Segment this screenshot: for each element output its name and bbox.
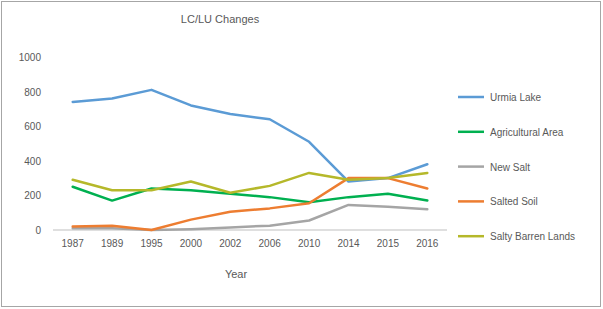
legend-label: Salty Barren Lands: [490, 231, 575, 242]
chart-title: LC/LU Changes: [181, 13, 260, 25]
y-tick-label: 200: [24, 190, 41, 201]
legend-swatch: [458, 200, 484, 203]
x-tick-label: 2010: [298, 238, 321, 249]
legend-label: Urmia Lake: [490, 92, 542, 103]
legend-label: New Salt: [490, 162, 530, 173]
plot-area: [73, 90, 428, 230]
legend-label: Salted Soil: [490, 196, 538, 207]
legend-label: Agricultural Area: [490, 127, 564, 138]
x-tick-label: 1995: [140, 238, 163, 249]
x-axis-line: [53, 230, 447, 231]
series-line: [73, 173, 428, 193]
y-tick-label: 1000: [19, 52, 42, 63]
x-tick-label: 2002: [219, 238, 242, 249]
legend-swatch: [458, 165, 484, 168]
x-tick-label: 2000: [180, 238, 203, 249]
legend-swatch: [458, 96, 484, 99]
chart-root: LC/LU Changes 0 200 400 600 800 1000 1987 1989 19…: [0, 0, 603, 309]
chart-frame: [2, 2, 601, 307]
legend-swatch: [458, 131, 484, 134]
y-tick-label: 800: [24, 87, 41, 98]
x-tick-label: 1987: [62, 238, 85, 249]
x-axis-label: Year: [225, 268, 248, 280]
x-tick-label: 2006: [259, 238, 282, 249]
y-tick-label: 0: [35, 225, 41, 236]
x-tick-label: 2015: [377, 238, 400, 249]
x-tick-label: 1989: [101, 238, 124, 249]
legend-swatch: [458, 235, 484, 238]
x-tick-label: 2014: [337, 238, 360, 249]
chart-svg: LC/LU Changes 0 200 400 600 800 1000 1987 1989 19…: [0, 0, 603, 309]
x-tick-label: 2016: [416, 238, 439, 249]
y-tick-label: 600: [24, 121, 41, 132]
series-line: [73, 178, 428, 230]
series-line: [73, 90, 428, 182]
y-tick-label: 400: [24, 156, 41, 167]
